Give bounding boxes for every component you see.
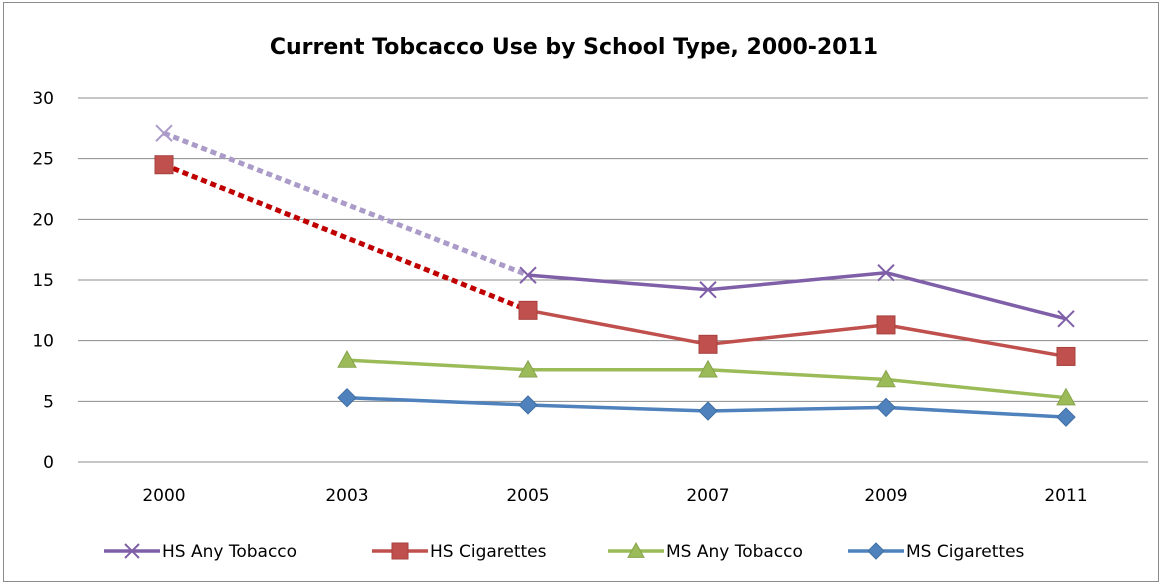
series-3 — [337, 387, 1076, 427]
series-line — [527, 308, 1067, 359]
x-tick-label: 2007 — [686, 486, 729, 506]
x-tick-label: 2003 — [325, 486, 368, 506]
data-point — [518, 300, 538, 320]
series-1 — [154, 155, 1076, 366]
legend-marker — [391, 542, 409, 560]
legend: HS Any Tobacco HS Cigarettes MS Any Tobacc… — [104, 541, 1025, 562]
y-tick-label: 5 — [43, 392, 54, 412]
legend-marker — [627, 541, 645, 558]
data-point — [876, 315, 896, 335]
chart-title: Current Tobcacco Use by School Type, 200… — [270, 35, 878, 60]
data-point — [518, 359, 538, 378]
gridlines — [78, 97, 1148, 463]
legend-label: MS Any Tobacco — [666, 542, 803, 562]
series-layer — [154, 124, 1076, 427]
series-0 — [155, 124, 1075, 328]
x-tick-label: 2011 — [1044, 486, 1087, 506]
y-tick-label: 10 — [32, 332, 54, 352]
data-point — [698, 334, 718, 354]
data-point — [155, 124, 173, 142]
data-point — [519, 266, 537, 284]
data-point — [1056, 346, 1076, 366]
legend-item: HS Cigarettes — [372, 542, 547, 562]
data-point — [1056, 407, 1076, 427]
series-2 — [337, 350, 1076, 406]
data-point — [154, 155, 174, 175]
y-tick-label: 30 — [32, 89, 54, 109]
y-axis-ticks: 0 5 10 15 20 25 30 — [32, 89, 54, 473]
legend-item: MS Any Tobacco — [608, 541, 803, 562]
series-line-dotted — [163, 162, 529, 313]
data-point — [698, 359, 718, 378]
y-tick-label: 15 — [32, 271, 54, 291]
x-tick-label: 2009 — [864, 486, 907, 506]
x-tick-label: 2000 — [142, 486, 185, 506]
legend-item: MS Cigarettes — [848, 542, 1025, 562]
legend-marker — [124, 543, 140, 559]
legend-item: HS Any Tobacco — [104, 542, 297, 562]
data-point — [876, 369, 896, 388]
data-point — [337, 387, 357, 408]
legend-label: HS Cigarettes — [430, 542, 547, 562]
data-point — [698, 401, 718, 421]
y-tick-label: 20 — [32, 210, 54, 230]
y-tick-label: 0 — [43, 453, 54, 473]
data-point — [337, 350, 357, 368]
data-point — [699, 280, 717, 299]
legend-label: MS Cigarettes — [906, 542, 1025, 562]
legend-label: HS Any Tobacco — [162, 542, 297, 562]
data-point — [876, 397, 896, 418]
data-point — [877, 264, 895, 282]
x-axis-ticks: 2000 2003 2005 2007 2009 2011 — [142, 486, 1087, 506]
x-tick-label: 2005 — [506, 486, 549, 506]
y-tick-label: 25 — [32, 150, 54, 170]
data-point — [518, 395, 538, 415]
data-point — [1056, 387, 1076, 406]
legend-marker — [867, 542, 885, 560]
data-point — [1057, 310, 1075, 328]
series-line-dotted — [163, 130, 529, 278]
series-line — [527, 270, 1067, 321]
